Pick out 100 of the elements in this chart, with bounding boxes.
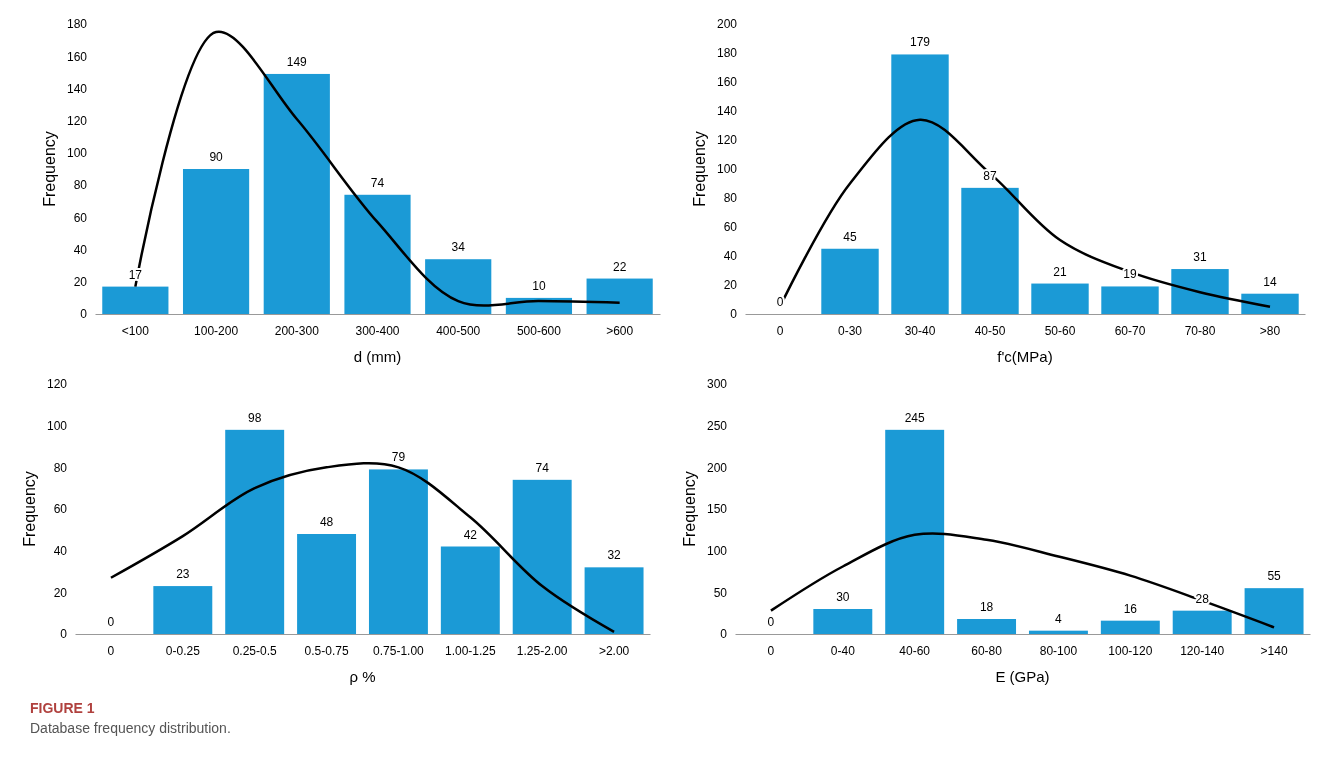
y-tick-label: 180 (66, 17, 88, 32)
x-tick-label: 50-60 (1044, 323, 1076, 338)
x-tick-label: 100-200 (194, 323, 239, 338)
data-label: 0 (767, 615, 775, 629)
y-tick-label: 100 (66, 146, 88, 161)
bar (961, 187, 1019, 314)
y-tick-label: 80 (73, 178, 88, 193)
x-tick-label: 70-80 (1184, 323, 1216, 338)
x-tick-label: 0.25-0.5 (232, 643, 278, 658)
data-label: 21 (1053, 264, 1067, 279)
y-tick-label: 50 (713, 585, 728, 600)
bar (297, 534, 357, 634)
data-label: 55 (1267, 569, 1282, 584)
x-tick-label: >140 (1260, 643, 1288, 658)
bar (1100, 620, 1160, 634)
bar (440, 546, 500, 634)
y-tick-label: 100 (716, 162, 738, 177)
y-tick-label: 60 (73, 210, 88, 225)
data-label: 74 (535, 460, 550, 475)
data-label: 79 (391, 450, 406, 465)
x-axis-title: E (GPa) (995, 668, 1050, 685)
x-tick-label: <100 (121, 323, 150, 338)
y-tick-label: 100 (46, 419, 68, 434)
y-tick-label: 140 (716, 104, 738, 119)
data-label: 34 (451, 240, 466, 255)
x-tick-label: 120-140 (1180, 643, 1225, 658)
data-label: 32 (607, 548, 622, 563)
y-tick-label: 0 (80, 307, 88, 322)
x-tick-label: 0.5-0.75 (304, 643, 349, 658)
y-axis-title: Frequency (41, 131, 58, 207)
y-axis-title: Frequency (21, 471, 38, 547)
x-tick-label: 0-0.25 (165, 643, 201, 658)
bar (368, 469, 428, 634)
x-tick-label: 0-30 (837, 323, 863, 338)
y-tick-label: 180 (716, 46, 738, 61)
x-tick-label: 40-60 (899, 643, 931, 658)
bar (1101, 286, 1159, 314)
y-axis-title: Frequency (681, 471, 698, 547)
bar (891, 54, 949, 314)
bar (584, 567, 644, 634)
data-label: 245 (904, 410, 926, 425)
x-tick-label: 1.00-1.25 (444, 643, 496, 658)
x-tick-label: 500-600 (516, 323, 562, 338)
y-tick-label: 20 (723, 278, 738, 293)
x-tick-label: >600 (606, 323, 634, 338)
bar (586, 278, 653, 314)
x-tick-label: 0-40 (830, 643, 856, 658)
data-label: 0 (107, 615, 115, 629)
x-tick-label: 200-300 (274, 323, 320, 338)
x-tick-label: >80 (1259, 323, 1281, 338)
data-label: 10 (532, 278, 546, 293)
bar (1028, 630, 1088, 634)
y-tick-label: 0 (730, 307, 738, 322)
bar (1172, 610, 1232, 634)
bar (885, 429, 945, 634)
y-tick-label: 20 (53, 585, 68, 600)
x-axis-title: d (mm) (353, 348, 402, 365)
y-tick-label: 40 (73, 242, 88, 257)
y-tick-label: 120 (716, 133, 738, 148)
x-tick-label: 300-400 (355, 323, 400, 338)
y-tick-label: 40 (53, 544, 68, 559)
y-tick-label: 140 (66, 81, 88, 96)
y-tick-label: 0 (720, 627, 728, 642)
data-label: 74 (370, 175, 385, 190)
x-tick-label: 0 (767, 643, 775, 658)
y-tick-label: 120 (66, 114, 88, 129)
bar (813, 609, 873, 634)
y-tick-label: 250 (706, 419, 728, 434)
y-tick-label: 100 (706, 544, 728, 559)
bar (821, 248, 879, 314)
x-axis-title: f'c(MPa) (997, 348, 1053, 365)
y-tick-label: 160 (716, 75, 738, 90)
data-label: 23 (176, 567, 190, 582)
y-tick-label: 60 (723, 220, 738, 235)
bar (102, 286, 169, 314)
text: FIGURE 1 (30, 700, 96, 716)
x-tick-label: 100-120 (1108, 643, 1153, 658)
x-tick-label: 0 (107, 643, 115, 658)
data-label: 30 (836, 590, 850, 604)
data-label: 16 (1123, 601, 1138, 616)
y-tick-label: 80 (723, 191, 738, 206)
data-label: 149 (286, 54, 308, 69)
x-tick-label: 0.75-1.00 (373, 643, 425, 658)
data-label: 48 (319, 515, 334, 529)
y-tick-label: 0 (60, 627, 68, 642)
bar (957, 619, 1017, 634)
bar (153, 586, 213, 634)
x-tick-label: 60-70 (1114, 323, 1146, 338)
bar (182, 169, 250, 314)
x-tick-label: 60-80 (971, 643, 1003, 658)
x-tick-label: 400-500 (436, 323, 481, 338)
data-label: 22 (612, 259, 627, 274)
y-tick-label: 20 (73, 275, 88, 290)
bar (1244, 588, 1304, 634)
y-tick-label: 60 (53, 502, 68, 517)
x-axis-title: ρ % (349, 668, 376, 685)
y-tick-label: 200 (716, 17, 738, 32)
x-tick-label: >2.00 (598, 643, 630, 658)
y-tick-label: 200 (706, 460, 728, 475)
bar (1241, 293, 1299, 314)
